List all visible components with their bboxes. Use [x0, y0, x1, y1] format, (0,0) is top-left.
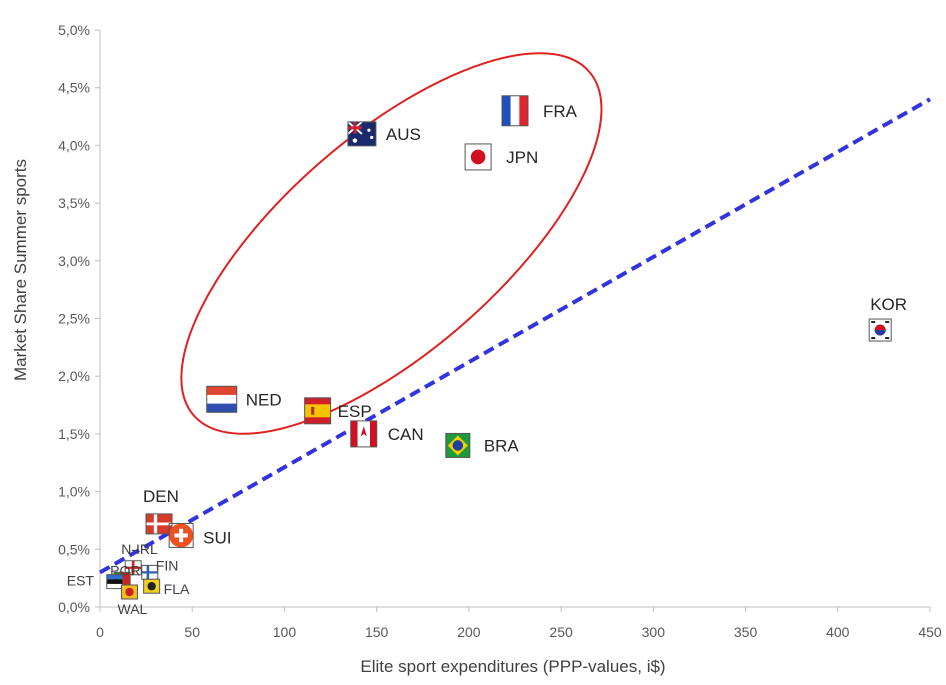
- y-tick-label: 2,0%: [58, 368, 90, 384]
- flag-marker: [464, 143, 492, 171]
- point-label: BRA: [484, 436, 520, 455]
- flag-marker: [145, 513, 173, 535]
- flag-marker: [868, 318, 892, 342]
- highlight-ellipse: [180, 52, 603, 435]
- trendline: [99, 97, 931, 575]
- y-tick-label: 1,5%: [58, 426, 90, 442]
- data-point-jpn: JPN: [464, 143, 538, 171]
- point-label: ESP: [338, 402, 372, 421]
- data-point-esp: ESP: [304, 397, 372, 425]
- flag-marker: [121, 584, 139, 600]
- data-point-fla: FLA: [143, 578, 190, 597]
- data-point-kor: KOR: [868, 295, 907, 342]
- point-label: KOR: [870, 295, 907, 314]
- point-label: JPN: [506, 148, 538, 167]
- y-tick-label: 0,0%: [58, 599, 90, 615]
- x-tick-label: 300: [642, 624, 666, 640]
- data-point-fra: FRA: [501, 95, 578, 127]
- y-tick-label: 0,5%: [58, 541, 90, 557]
- x-tick-label: 0: [96, 624, 104, 640]
- flag-marker: [206, 385, 238, 413]
- point-label: N-IRL: [121, 541, 158, 557]
- x-tick-label: 450: [918, 624, 942, 640]
- x-tick-label: 100: [273, 624, 297, 640]
- point-label: CAN: [388, 425, 424, 444]
- point-label: FIN: [156, 557, 179, 573]
- x-tick-label: 400: [826, 624, 850, 640]
- data-point-wal: WAL: [118, 584, 148, 617]
- data-point-den: DEN: [143, 487, 179, 535]
- x-tick-label: 200: [457, 624, 481, 640]
- point-label: FRA: [543, 102, 578, 121]
- data-point-bra: BRA: [445, 432, 520, 458]
- data-point-ned: NED: [206, 385, 282, 413]
- x-axis-title: Elite sport expenditures (PPP-values, i$…: [360, 657, 665, 676]
- point-label: DEN: [143, 487, 179, 506]
- y-tick-label: 2,5%: [58, 311, 90, 327]
- data-point-aus: AUS: [347, 121, 421, 147]
- y-tick-label: 5,0%: [58, 22, 90, 38]
- point-label: SUI: [203, 528, 231, 547]
- flag-marker: [501, 95, 529, 127]
- x-tick-label: 150: [365, 624, 389, 640]
- flag-marker: [445, 432, 471, 458]
- flag-marker: [143, 578, 161, 594]
- data-point-sui: SUI: [168, 522, 231, 548]
- x-tick-label: 50: [184, 624, 200, 640]
- point-label: FLA: [164, 581, 190, 597]
- data-point-est: EST: [67, 573, 124, 590]
- axes: 0,0% 0,5% 1,0% 1,5% 2,0% 2,5% 3,0% 3,5% 4,0% 4,5%…: [58, 22, 942, 640]
- x-tick-label: 250: [549, 624, 573, 640]
- y-tick-label: 1,0%: [58, 484, 90, 500]
- y-tick-label: 3,5%: [58, 195, 90, 211]
- flag-marker: [350, 420, 378, 448]
- flag-marker: [106, 574, 124, 590]
- flag-marker: [168, 522, 194, 548]
- flag-marker: [304, 397, 332, 425]
- point-label: NED: [246, 390, 282, 409]
- flag-marker: [124, 560, 142, 576]
- point-label: WAL: [118, 601, 148, 617]
- data-point-fin: FIN: [141, 557, 179, 580]
- flag-marker: [141, 564, 159, 580]
- x-tick-label: 350: [734, 624, 758, 640]
- y-tick-label: 4,5%: [58, 80, 90, 96]
- y-tick-label: 3,0%: [58, 253, 90, 269]
- highlight-layer: [180, 52, 603, 435]
- flag-marker: [347, 121, 377, 147]
- data-point-can: CAN: [350, 420, 424, 448]
- y-tick-label: 4,0%: [58, 137, 90, 153]
- y-axis-title: Market Share Summer sports: [11, 159, 30, 381]
- data-point-n-irl: N-IRL: [121, 541, 158, 576]
- point-label: EST: [67, 573, 95, 589]
- point-label: AUS: [386, 125, 421, 144]
- trendline-layer: [99, 97, 931, 575]
